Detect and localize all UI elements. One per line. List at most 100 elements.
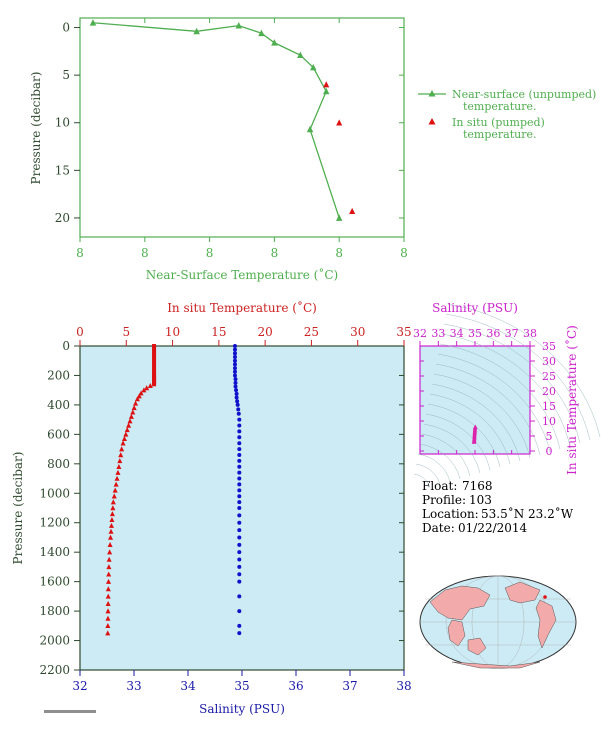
salinity-point xyxy=(237,429,242,434)
ts-top-axis-label: Salinity (PSU) xyxy=(432,301,518,315)
salinity-point xyxy=(237,557,242,562)
in-situ-temp-point xyxy=(108,528,114,534)
salinity-point xyxy=(232,369,237,374)
location-label: Location: xyxy=(422,507,479,521)
footer-mark xyxy=(44,710,96,713)
main-y-tick-label: 1400 xyxy=(39,545,70,559)
ts-density-contour xyxy=(421,433,471,477)
main-y-tick-label: 1600 xyxy=(39,575,70,589)
near-surface-point xyxy=(335,214,343,221)
ts-density-contour xyxy=(423,423,481,474)
in-situ-temp-point xyxy=(152,382,157,387)
in-situ-point xyxy=(336,119,343,126)
top-x-tick-label: 8 xyxy=(76,246,84,260)
in-situ-temp-point xyxy=(123,431,129,437)
main-y-tick-label: 2200 xyxy=(39,663,70,677)
ts-sal-tick-label: 38 xyxy=(523,327,537,340)
in-situ-point xyxy=(349,207,356,215)
in-situ-temp-point xyxy=(111,493,117,499)
float-value: 7168 xyxy=(462,479,493,493)
in-situ-temp-point xyxy=(105,615,111,621)
sal-tick-label: 37 xyxy=(342,679,357,693)
float-position-marker xyxy=(543,595,547,599)
ts-density-contour xyxy=(429,393,511,465)
legend-label-in-situ-1: In situ (pumped) xyxy=(452,116,545,129)
top-x-tick-label: 8 xyxy=(271,246,279,260)
salinity-point xyxy=(237,535,242,540)
in-situ-temp-point xyxy=(138,390,144,396)
ts-density-contour xyxy=(441,333,571,447)
salinity-point xyxy=(237,513,242,518)
top-x-axis-label: Near-Surface Temperature (˚C) xyxy=(146,267,338,282)
salinity-point xyxy=(237,520,242,525)
salinity-point xyxy=(237,631,242,636)
ts-temp-tick-label: 30 xyxy=(542,355,556,368)
in-situ-temp-point xyxy=(113,481,119,487)
main-bottom-axis-label: Salinity (PSU) xyxy=(199,702,285,716)
main-y-tick-label: 0 xyxy=(62,339,70,353)
in-situ-temp-point xyxy=(109,516,115,523)
salinity-point xyxy=(237,564,242,569)
near-surface-point xyxy=(89,19,97,26)
ts-density-contour xyxy=(445,313,591,441)
salinity-point xyxy=(234,388,239,393)
main-y-tick-label: 1800 xyxy=(39,604,70,618)
temp-tick-label: 25 xyxy=(304,325,319,339)
ts-density-contour xyxy=(415,463,441,486)
ts-sal-tick-label: 36 xyxy=(486,327,500,340)
in-situ-temp-point xyxy=(152,355,157,360)
temp-tick-label: 5 xyxy=(122,325,130,339)
top-y-tick-label: 15 xyxy=(55,163,70,177)
salinity-point xyxy=(237,579,242,584)
in-situ-temp-point xyxy=(107,542,113,548)
in-situ-temp-point xyxy=(105,608,111,614)
salinity-point xyxy=(233,380,238,385)
main-y-tick-label: 1200 xyxy=(39,516,70,530)
ts-sal-tick-label: 34 xyxy=(450,327,464,340)
main-y-tick-label: 800 xyxy=(47,457,70,471)
ts-temp-tick-label: 0 xyxy=(546,445,553,458)
salinity-point xyxy=(237,476,242,481)
ts-salinity-axis: 32 33 34 35 36 37 38 xyxy=(413,327,537,454)
in-situ-temp-point xyxy=(116,463,122,470)
salinity-point xyxy=(237,447,242,452)
in-situ-temp-point xyxy=(141,387,147,393)
salinity-point xyxy=(237,594,242,599)
ts-density-contour xyxy=(437,353,551,453)
float-info: Float: 7168 Profile: 103 Location: 53.5˚… xyxy=(422,479,574,535)
legend-label-near-surface-2: temperature. xyxy=(463,100,537,113)
ts-panel: 32 33 34 35 36 37 38 0 5 10 15 20 25 30 35 Salinity (… xyxy=(413,301,601,489)
main-bottom-salinity-axis: 32 33 34 35 36 37 38 xyxy=(72,670,412,693)
in-situ-temp-point xyxy=(112,487,118,493)
in-situ-temp-point xyxy=(128,413,134,419)
main-y-tick-label: 2000 xyxy=(39,634,70,648)
sal-tick-label: 34 xyxy=(180,679,196,693)
ts-density-contour xyxy=(425,413,491,471)
in-situ-temp-point xyxy=(127,418,133,424)
salinity-point xyxy=(235,402,240,407)
ts-density-contours xyxy=(413,303,601,489)
location-value: 53.5˚N 23.2˚W xyxy=(481,506,574,521)
in-situ-temp-point xyxy=(114,475,120,481)
salinity-point xyxy=(232,362,237,367)
top-series xyxy=(89,19,356,221)
in-situ-temp-point xyxy=(106,571,112,577)
temp-tick-label: 35 xyxy=(396,325,411,339)
salinity-point xyxy=(236,407,241,412)
ts-temp-tick-label: 10 xyxy=(542,415,556,428)
near-surface-point xyxy=(235,22,242,29)
salinity-point xyxy=(237,572,242,577)
in-situ-temp-point xyxy=(152,361,157,366)
in-situ-temp-point xyxy=(110,499,116,505)
main-y-tick-label: 400 xyxy=(47,398,70,412)
top-plot-frame xyxy=(79,17,405,238)
salinity-point xyxy=(233,384,238,389)
in-situ-temp-point xyxy=(108,522,114,528)
ts-temp-tick-label: 5 xyxy=(546,430,553,443)
salinity-point xyxy=(232,358,237,363)
in-situ-temp-point xyxy=(105,578,112,584)
ts-point xyxy=(473,424,478,429)
in-situ-temp-point xyxy=(115,469,121,475)
legend-marker-near-surface xyxy=(428,90,436,97)
